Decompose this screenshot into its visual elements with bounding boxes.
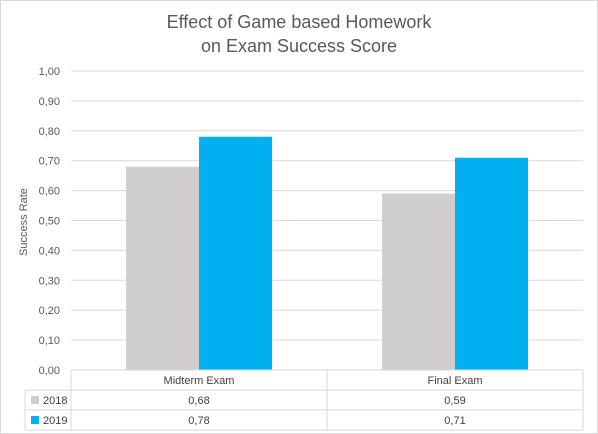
data-label: 0,71 bbox=[444, 415, 465, 427]
chart-title-line-1: Effect of Game based Homework bbox=[166, 12, 432, 32]
x-tick-label: Final Exam bbox=[427, 375, 482, 387]
chart-title: Effect of Game based Homework on Exam Su… bbox=[0, 10, 598, 58]
bar-2018 bbox=[126, 166, 199, 370]
y-tick-label: 0,30 bbox=[39, 275, 60, 287]
y-tick-label: 0,10 bbox=[39, 335, 60, 347]
legend-key-2019 bbox=[31, 416, 39, 424]
y-tick-label: 0,40 bbox=[39, 245, 60, 257]
y-tick-label: 0,00 bbox=[39, 365, 60, 377]
legend-label: 2018 bbox=[43, 395, 67, 407]
y-tick-label: 1,00 bbox=[39, 66, 60, 78]
bar-2018 bbox=[382, 193, 455, 370]
legend-label: 2019 bbox=[43, 415, 67, 427]
legend-key-2018 bbox=[31, 396, 39, 404]
y-tick-label: 0,60 bbox=[39, 186, 60, 198]
bar-2019 bbox=[455, 157, 528, 370]
y-tick-label: 0,70 bbox=[39, 156, 60, 168]
y-tick-label: 0,50 bbox=[39, 216, 60, 228]
data-label: 0,78 bbox=[188, 415, 209, 427]
data-label: 0,59 bbox=[444, 395, 465, 407]
bar-2019 bbox=[199, 136, 272, 370]
chart-title-line-2: on Exam Success Score bbox=[200, 36, 398, 56]
data-label: 0,68 bbox=[188, 395, 209, 407]
y-tick-label: 0,90 bbox=[39, 96, 60, 108]
y-tick-label: 0,80 bbox=[39, 126, 60, 138]
x-tick-label: Midterm Exam bbox=[164, 375, 235, 387]
y-tick-label: 0,20 bbox=[39, 305, 60, 317]
